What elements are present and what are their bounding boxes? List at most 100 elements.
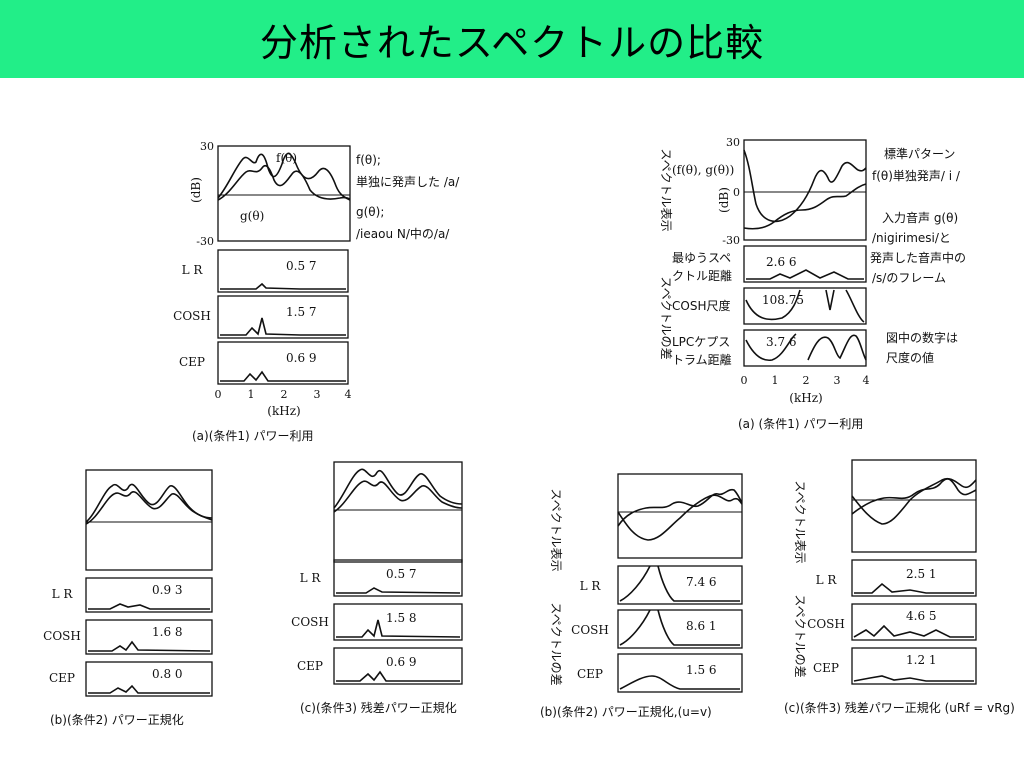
f-theta-label: f(θ) (276, 151, 297, 165)
row-label-lr-b-left: L R (52, 587, 74, 601)
caption-b-right: (b)(条件2) パワー正規化,(u=v) (540, 704, 712, 719)
row-value-lr-b-left: 0.9 3 (152, 583, 183, 597)
row-label-cosh-b-left: COSH (43, 629, 81, 643)
caption-a-right: (a) (条件1) パワー利用 (738, 417, 863, 431)
spectrum-curve-standard (743, 149, 867, 223)
row-label-cosh-c-right: COSH (807, 617, 845, 631)
spectrum-curve-f (217, 152, 351, 201)
row-label-cep-c-right: CEP (813, 661, 839, 675)
row-value-lr-b-right: 7.4 6 (686, 575, 717, 589)
y-axis-bottom: -30 (196, 235, 214, 248)
figure-c-left: L R 0.5 7 COSH 1.5 8 CEP 0.6 9 (c)(条件3) … (291, 461, 463, 715)
fg-theta-label: (f(θ), g(θ)) (672, 163, 734, 177)
y-axis-unit: (dB) (189, 177, 203, 203)
x-tick-right-4: 4 (863, 374, 870, 387)
side-label-spectrum-c: スペクトル表示 (793, 480, 807, 563)
row-value-lr-c-right: 2.5 1 (906, 567, 937, 581)
row-lr-box (217, 249, 349, 293)
x-axis-unit: (kHz) (267, 404, 300, 418)
row-label-lr: L R (182, 263, 204, 277)
row-value-cep-c-left: 0.6 9 (386, 655, 417, 669)
row-value-mlsd: 2.6 6 (766, 255, 797, 269)
side-label-difference-b: スペクトルの差 (549, 602, 563, 685)
row-label-mlsd-2: クトル距離 (672, 269, 732, 283)
row-cosh-box (217, 295, 349, 339)
row-cep-box (217, 341, 349, 385)
side-label-difference: スペクトルの差 (659, 276, 673, 359)
spectrum-curve-c-left-2 (333, 480, 463, 513)
row-label-cep-b-right: CEP (577, 667, 603, 681)
y-axis-bottom-right: -30 (722, 234, 740, 247)
row-value-cep-c-right: 1.2 1 (906, 653, 937, 667)
x-tick-right-2: 2 (803, 374, 810, 387)
row-label-cosh: COSH (173, 309, 211, 323)
note-input-desc3: /s/のフレーム (872, 271, 946, 285)
row-value-cosh-b-right: 8.6 1 (686, 619, 717, 633)
spectrum-curve-input (743, 183, 867, 230)
side-label-spectrum: スペクトル表示 (659, 148, 673, 231)
row-value-cosh-c-left: 1.5 8 (386, 611, 417, 625)
note-values-2: 尺度の値 (886, 350, 934, 365)
x-tick-0: 0 (215, 388, 222, 401)
g-theta-label: g(θ) (240, 209, 264, 223)
row-label-cep-b-left: CEP (49, 671, 75, 685)
x-tick-1: 1 (248, 388, 255, 401)
page-title: 分析されたスペクトルの比較 (259, 20, 765, 65)
x-tick-right-0: 0 (741, 374, 748, 387)
x-axis-unit-right: (kHz) (789, 391, 822, 405)
note-input-desc2: 発声した音声中の (870, 250, 966, 265)
y-axis-top: 30 (200, 140, 214, 153)
note-g-title: g(θ); (356, 205, 384, 219)
figure-b-left: L R 0.9 3 COSH 1.6 8 CEP 0.8 0 (b)(条件2) … (43, 469, 213, 727)
row-value-cep-b-left: 0.8 0 (152, 667, 183, 681)
spectrum-curve-b-left-2 (85, 491, 213, 525)
side-label-difference-c: スペクトルの差 (793, 594, 807, 677)
note-values-1: 図中の数字は (886, 330, 958, 345)
y-axis-unit-right: (dB) (717, 187, 731, 213)
caption-c-right: (c)(条件3) 残差パワー正規化 (uRf = vRg) (784, 700, 1015, 715)
row-value-lpc: 3.7 6 (766, 335, 797, 349)
y-axis-top-right: 30 (726, 136, 740, 149)
note-g-desc: /ieaou N/中の/a/ (356, 226, 450, 241)
row-label-lr-c-right: L R (816, 573, 838, 587)
note-standard-desc: f(θ)単独発声/ i / (872, 169, 961, 183)
row-value-cosh: 1.5 7 (286, 305, 317, 319)
row-label-lr-c-left: L R (300, 571, 322, 585)
row-label-cosh-right: COSH尺度 (672, 298, 730, 313)
note-input-desc1: /nigirimesi/と (872, 231, 951, 245)
note-f-title: f(θ); (356, 153, 381, 167)
x-tick-2: 2 (281, 388, 288, 401)
caption-a-left: (a)(条件1) パワー利用 (192, 429, 314, 443)
note-standard-title: 標準パターン (884, 146, 955, 161)
caption-b-left: (b)(条件2) パワー正規化 (50, 712, 184, 727)
figure-a-right: スペクトル表示 スペクトルの差 (dB) 30 0 -30 (f(θ), g(θ… (659, 136, 966, 431)
x-tick-right-1: 1 (772, 374, 779, 387)
x-tick-4: 4 (345, 388, 352, 401)
spectrum-curve-b-right-2 (617, 494, 743, 541)
row-value-cep-b-right: 1.5 6 (686, 663, 717, 677)
row-value-cosh-c-right: 4.6 5 (906, 609, 937, 623)
y-axis-zero-right: 0 (733, 186, 740, 199)
note-f-desc: 単独に発声した /a/ (356, 175, 460, 189)
figure-c-right: スペクトル表示 スペクトルの差 L R 2.5 1 COSH 4.6 5 CEP… (784, 459, 1015, 715)
row-cosh-curve (220, 317, 346, 336)
side-label-spectrum-b: スペクトル表示 (549, 488, 563, 571)
note-input-title: 入力音声 g(θ) (882, 210, 958, 225)
row-cep-curve (220, 370, 346, 382)
row-value-cosh-b-left: 1.6 8 (152, 625, 183, 639)
row-label-lpc-2: トラム距離 (672, 353, 732, 367)
row-lr-curve (220, 282, 346, 290)
row-value-cosh-right: 108.75 (762, 293, 804, 307)
row-label-cep-c-left: CEP (297, 659, 323, 673)
row-value-cep: 0.6 9 (286, 351, 317, 365)
row-value-lr: 0.5 7 (286, 259, 317, 273)
row-label-cep: CEP (179, 355, 205, 369)
row-label-cosh-b-right: COSH (571, 623, 609, 637)
row-label-cosh-c-left: COSH (291, 615, 329, 629)
row-value-lr-c-left: 0.5 7 (386, 567, 417, 581)
spectrum-curve-g (217, 164, 351, 201)
x-tick-right-3: 3 (834, 374, 841, 387)
spectrum-curve-c-right-2 (851, 477, 977, 525)
spectrum-curve-b-right-1 (617, 488, 743, 527)
scanned-figure-sheet: 30 -30 (dB) f(θ) g(θ) f(θ); 単独に発声した /a/ … (43, 136, 1015, 727)
